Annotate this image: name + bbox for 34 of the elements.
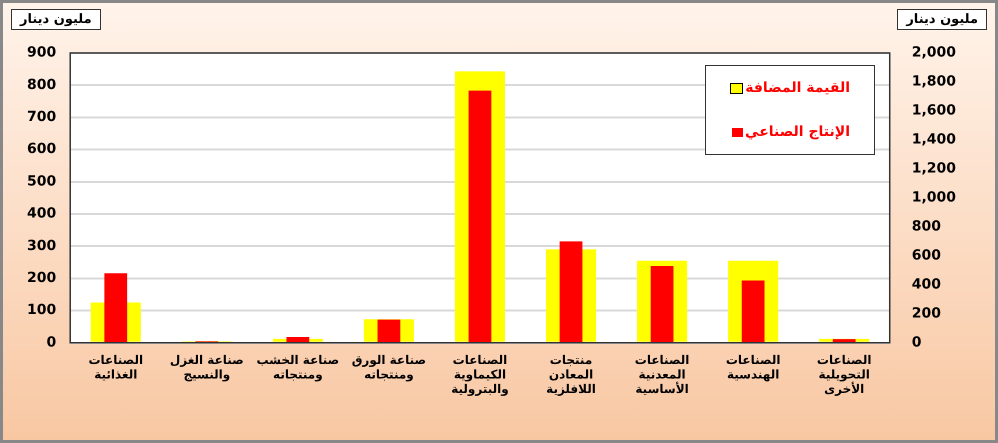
y2-tick-label: 600 <box>912 248 942 264</box>
x-tick-label: منتجات المعادن اللافلزية <box>546 353 596 396</box>
y2-tick-label: 1,800 <box>912 74 956 90</box>
legend-label: الإنتاج الصناعي <box>745 124 850 140</box>
x-tick-label: الصناعات الهندسية <box>726 353 780 382</box>
y-tick-label: 400 <box>26 206 56 222</box>
y2-tick-label: 400 <box>912 276 942 292</box>
y-tick-label: 700 <box>26 109 56 126</box>
x-tick-label: الصناعات التحويلية الأخرى <box>816 353 872 396</box>
y2-tick-label: 800 <box>912 218 942 235</box>
x-tick-label: الصناعات المعدنية الأساسية <box>634 353 690 396</box>
y-tick-label: 500 <box>26 173 56 190</box>
y2-tick-label: 1,600 <box>912 102 956 119</box>
y-tick-label: 900 <box>26 44 56 61</box>
y2-tick-label: 1,000 <box>912 190 956 206</box>
x-tick-label: الصناعات الغذائية <box>88 353 144 382</box>
y2-tick-label: 0 <box>912 334 922 350</box>
y2-tick-label: 200 <box>912 305 942 322</box>
y2-tick-label: 1,200 <box>912 160 956 177</box>
x-tick-label: الصناعات الكيماوية والبترولية <box>451 353 509 396</box>
y2-tick-label: 2,000 <box>912 44 956 61</box>
x-tick-label: صناعة الخشب ومنتجاته <box>256 353 340 382</box>
y-tick-label: 100 <box>26 302 56 318</box>
legend-label: القيمة المضافة <box>745 80 850 96</box>
y-tick-label: 300 <box>26 238 56 254</box>
x-tick-label: صناعة الورق ومنتجاته <box>352 353 426 382</box>
y-tick-label: 0 <box>46 334 56 350</box>
y-tick-label: 600 <box>26 141 56 158</box>
y-tick-label: 800 <box>26 76 56 93</box>
y-axis-title: مليون دينار <box>11 9 101 30</box>
x-tick-label: صناعة الغزل والنسيج <box>170 353 244 382</box>
y2-axis-title: مليون دينار <box>897 9 987 30</box>
y2-tick-label: 1,400 <box>912 132 956 148</box>
y-tick-label: 200 <box>26 270 56 286</box>
